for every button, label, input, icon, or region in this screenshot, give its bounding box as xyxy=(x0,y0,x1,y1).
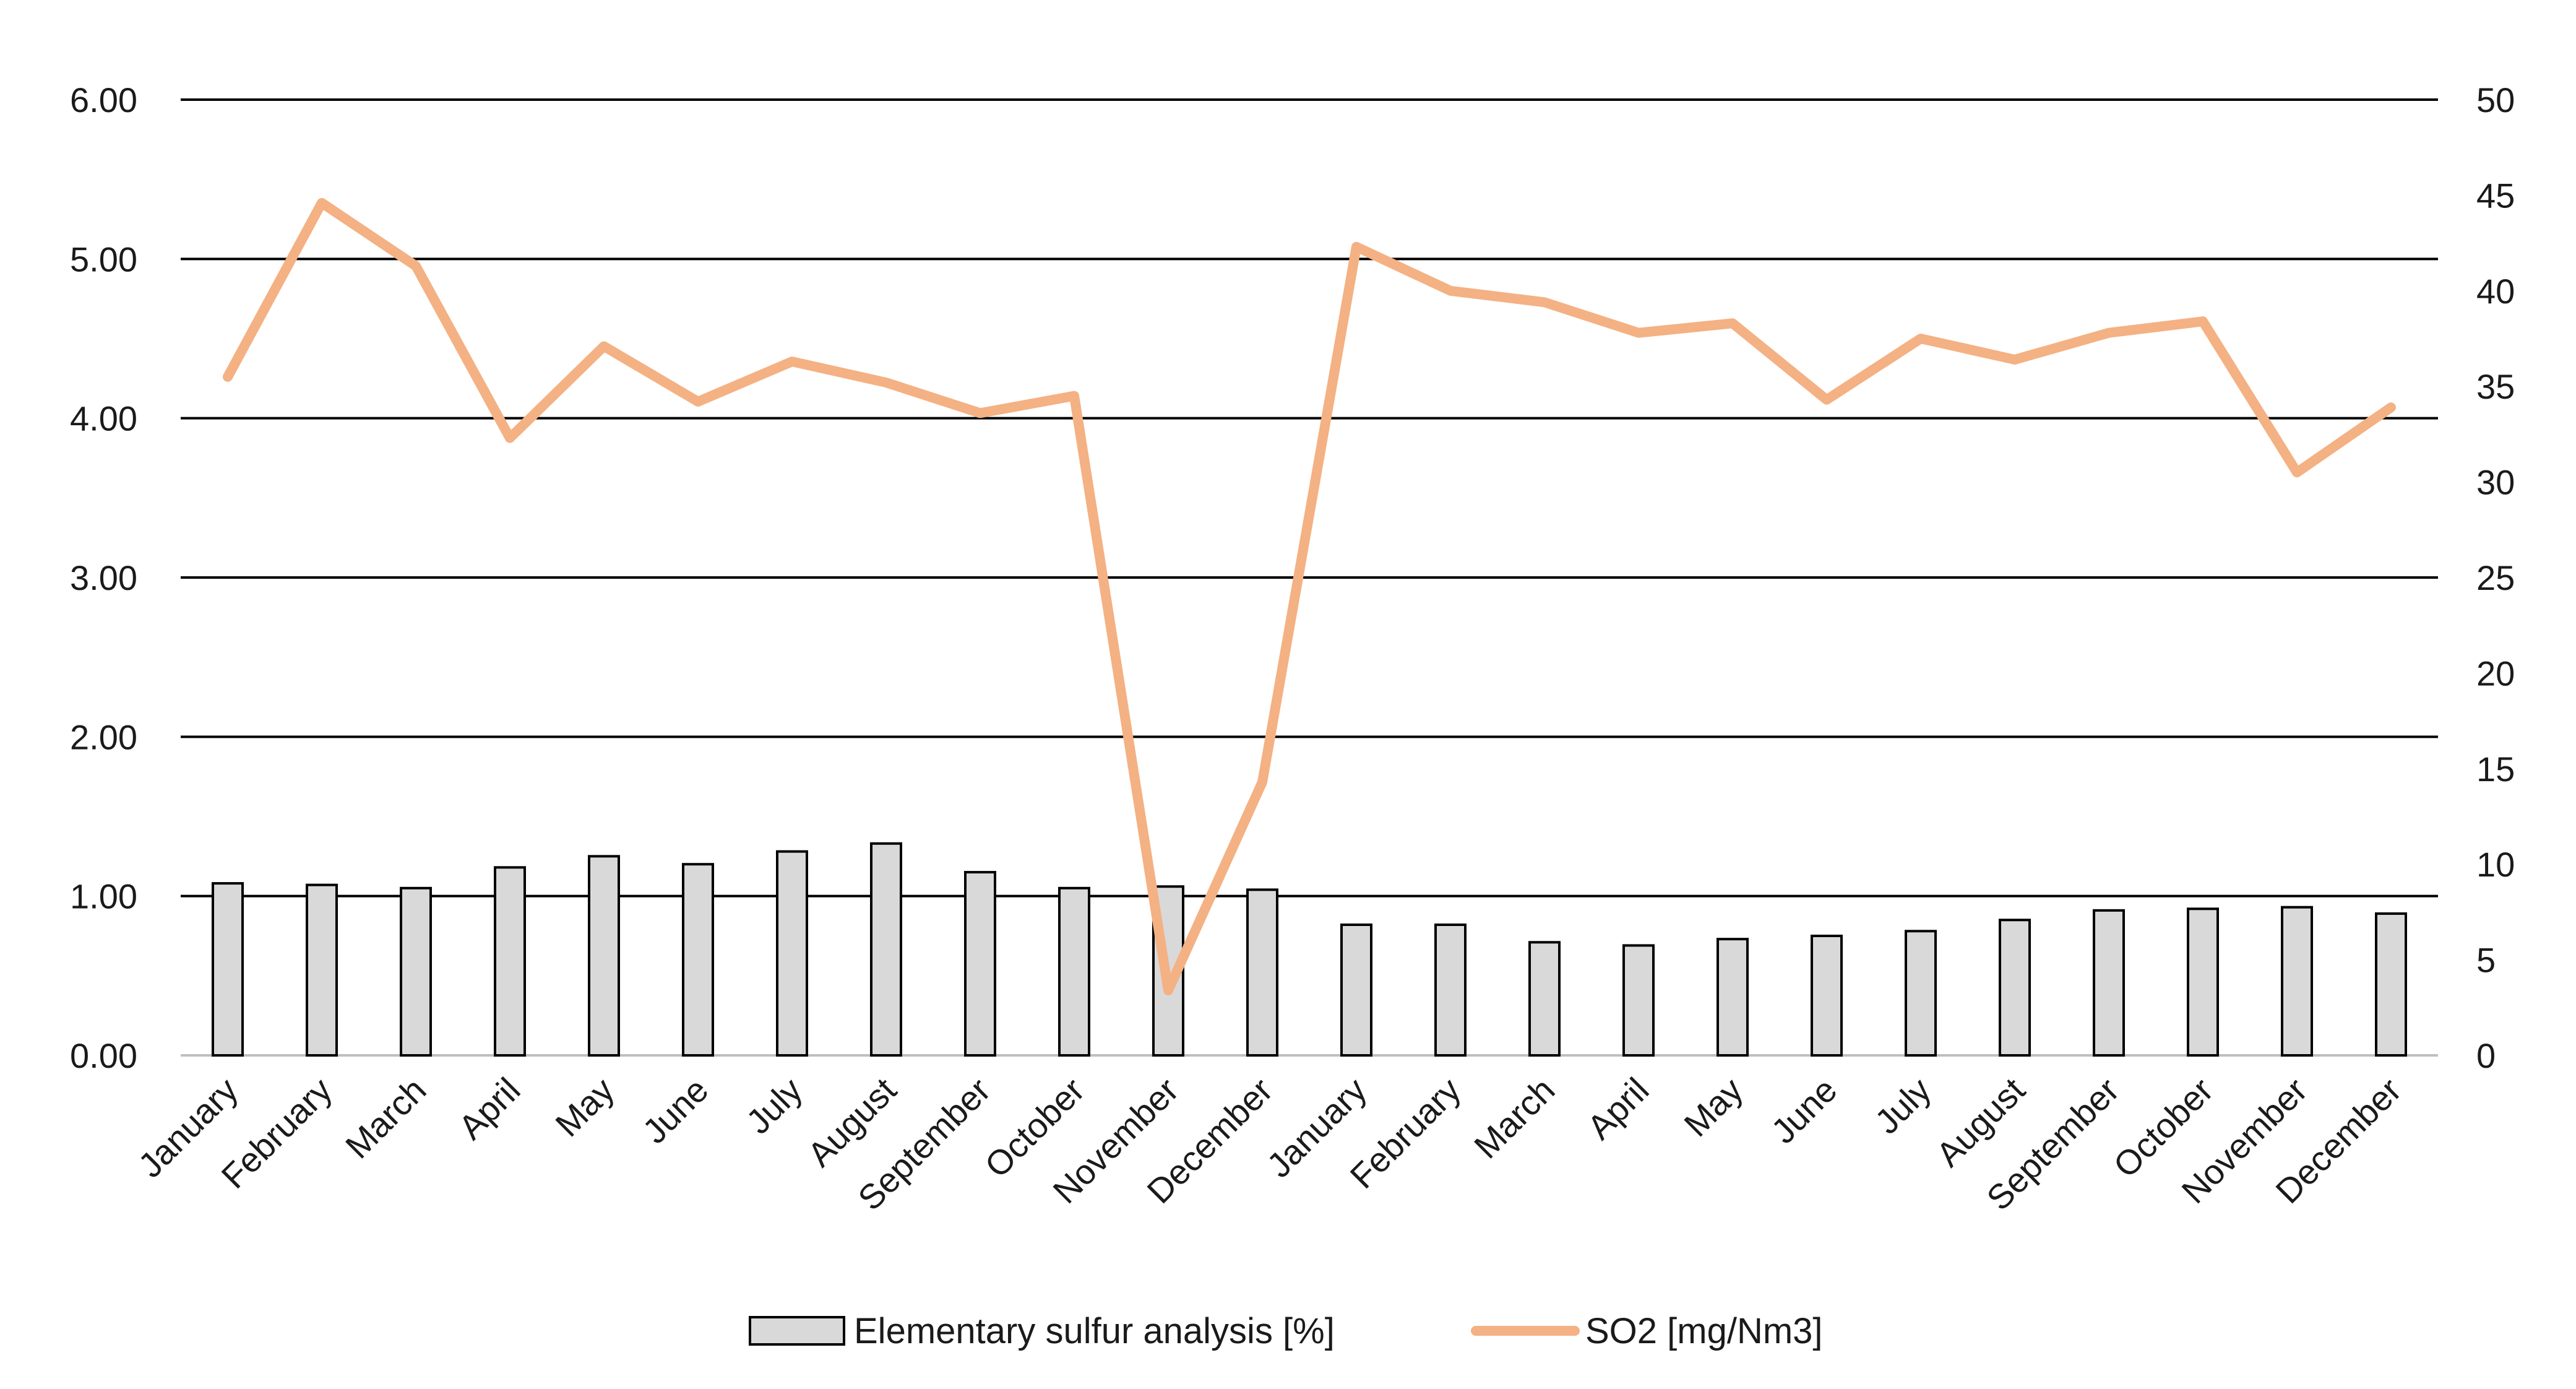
left-axis: 0.00 1.00 2.00 3.00 4.00 5.00 6.00 xyxy=(70,80,137,1075)
bar xyxy=(2187,907,2219,1057)
x-axis-tick-label: June xyxy=(1764,1070,1844,1151)
right-axis-tick-label: 50 xyxy=(2476,80,2515,119)
x-axis-tick-label: June xyxy=(635,1070,715,1151)
x-axis-tick-label: April xyxy=(1580,1070,1656,1147)
bar xyxy=(1999,919,2031,1057)
bar-series xyxy=(212,842,2407,1057)
legend-swatch-bar xyxy=(749,1316,845,1346)
bar xyxy=(776,850,808,1057)
x-axis-tick-label: July xyxy=(739,1070,810,1141)
x-axis-tick-label: May xyxy=(548,1070,621,1144)
right-axis-tick-label: 25 xyxy=(2476,558,2515,597)
right-axis-tick-label: 15 xyxy=(2476,750,2515,789)
right-axis: 0 5 10 15 20 25 30 35 40 45 50 xyxy=(2476,80,2515,1075)
line-point xyxy=(1356,246,1357,248)
line-point xyxy=(1920,338,1921,339)
so2-line xyxy=(223,197,2396,995)
line-point xyxy=(980,412,981,413)
right-axis-tick-label: 45 xyxy=(2476,176,2515,215)
bar xyxy=(1528,941,1561,1057)
x-axis-tick-label: March xyxy=(1467,1070,1562,1166)
line-point xyxy=(1826,399,1827,400)
left-axis-tick-label: 0.00 xyxy=(70,1036,137,1075)
bar xyxy=(1246,888,1278,1057)
left-axis-tick-label: 4.00 xyxy=(70,399,137,438)
right-axis-tick-label: 5 xyxy=(2476,941,2496,980)
bar xyxy=(2281,906,2313,1057)
line-point xyxy=(1074,396,1075,397)
bar xyxy=(1811,935,1843,1057)
line-point xyxy=(2390,407,2392,408)
legend-label-bar: Elementary sulfur analysis [%] xyxy=(854,1311,1335,1351)
line-point xyxy=(1638,332,1639,334)
bar xyxy=(494,866,526,1057)
line-point xyxy=(2014,359,2015,360)
bar xyxy=(1717,938,1749,1057)
left-axis-tick-label: 2.00 xyxy=(70,717,137,756)
bar xyxy=(400,886,432,1057)
line-point xyxy=(603,345,605,347)
bar xyxy=(2375,912,2407,1057)
left-axis-tick-label: 6.00 xyxy=(70,80,137,119)
legend: Elementary sulfur analysis [%] SO2 [mg/Nm… xyxy=(749,1311,1823,1351)
right-axis-tick-label: 30 xyxy=(2476,463,2515,502)
line-point xyxy=(791,361,793,362)
line-point xyxy=(885,382,887,383)
bar xyxy=(2093,909,2125,1057)
x-axis-tick-label: April xyxy=(451,1070,528,1147)
left-axis-tick-label: 3.00 xyxy=(70,558,137,597)
bar xyxy=(964,871,996,1057)
right-axis-tick-label: 35 xyxy=(2476,367,2515,406)
bar xyxy=(212,882,244,1057)
line-point xyxy=(2202,321,2203,322)
line-point xyxy=(321,202,322,204)
line-point xyxy=(2296,472,2298,473)
line-point xyxy=(1732,322,1733,324)
x-axis-tick-label: May xyxy=(1676,1070,1750,1144)
line-point xyxy=(1262,781,1263,782)
bar xyxy=(1434,923,1467,1057)
legend-label-line: SO2 [mg/Nm3] xyxy=(1585,1311,1823,1351)
bar xyxy=(1340,923,1372,1057)
line-point xyxy=(697,401,699,402)
line-point xyxy=(1168,990,1169,991)
line-point xyxy=(227,376,228,378)
bar xyxy=(682,863,714,1057)
right-axis-tick-label: 40 xyxy=(2476,272,2515,311)
bar xyxy=(1058,886,1090,1057)
right-axis-tick-label: 10 xyxy=(2476,845,2515,884)
gridlines xyxy=(181,98,2438,1057)
bar xyxy=(588,855,620,1057)
right-axis-tick-label: 0 xyxy=(2476,1036,2496,1075)
line-point xyxy=(509,438,510,439)
right-axis-tick-label: 20 xyxy=(2476,654,2515,693)
bar xyxy=(1905,930,1937,1057)
left-axis-tick-label: 5.00 xyxy=(70,240,137,279)
line-point xyxy=(1450,290,1451,292)
left-axis-tick-label: 1.00 xyxy=(70,877,137,916)
bar xyxy=(306,883,338,1057)
line-point xyxy=(1544,301,1545,303)
bar xyxy=(870,842,902,1057)
x-axis-tick-label: March xyxy=(338,1070,434,1166)
line-point xyxy=(2108,332,2109,334)
line-point xyxy=(415,266,416,267)
x-axis-tick-label: July xyxy=(1867,1070,1939,1141)
line-series xyxy=(223,197,2396,995)
bar xyxy=(1622,944,1655,1057)
